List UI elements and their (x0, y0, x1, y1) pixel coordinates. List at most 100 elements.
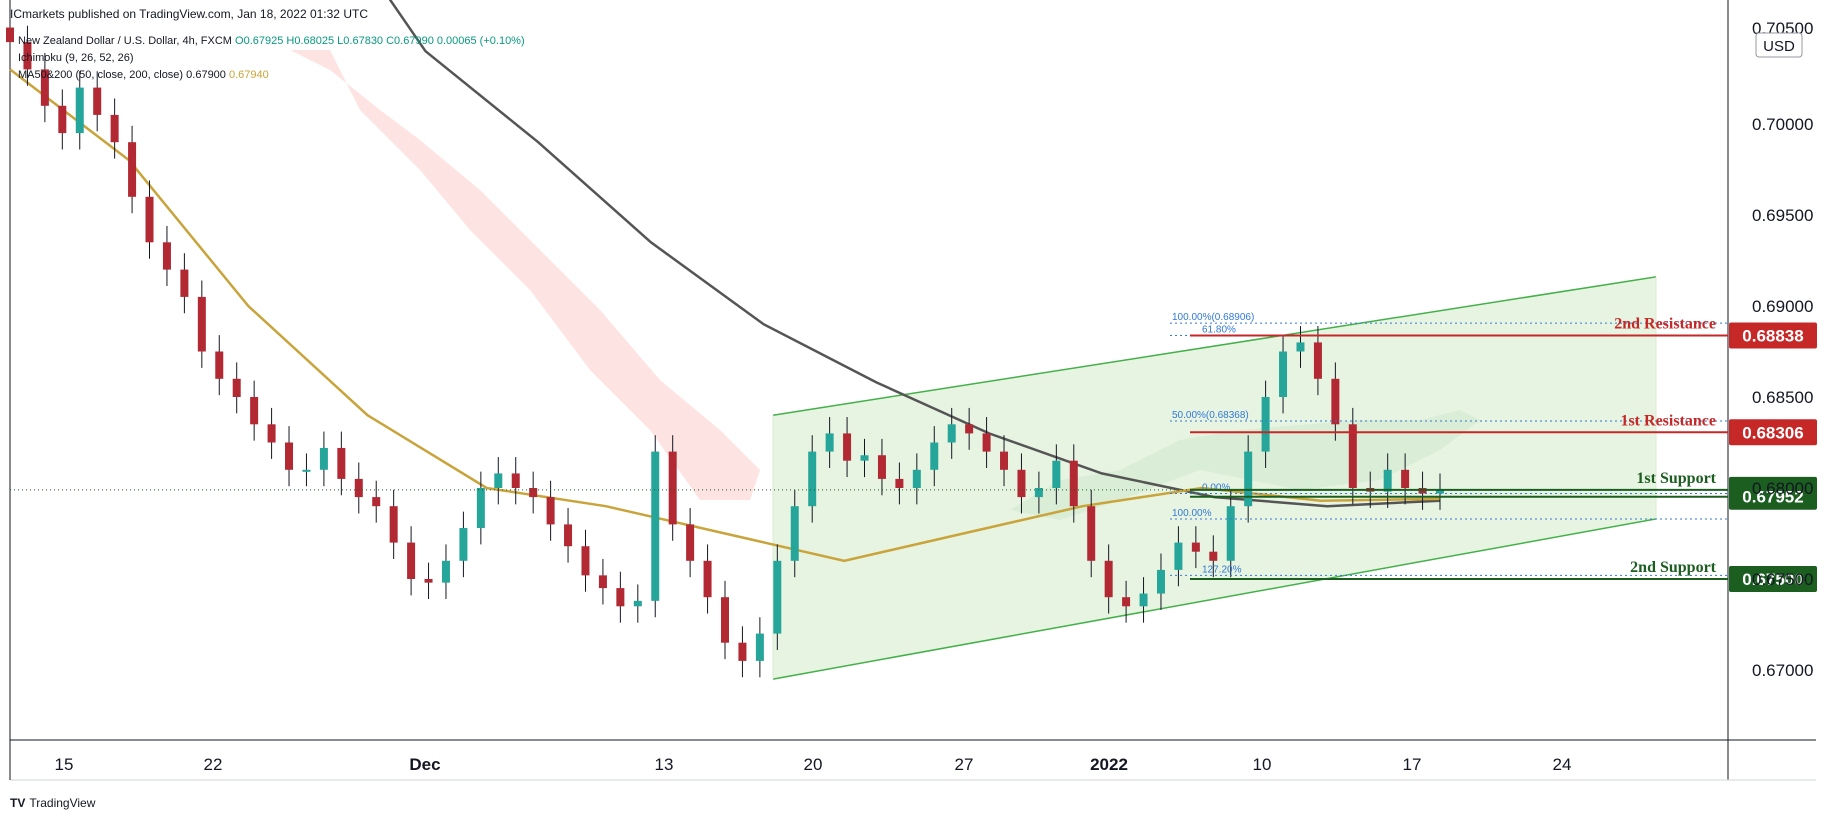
candle (1209, 535, 1218, 578)
candle-body (110, 114, 119, 143)
candle (267, 407, 276, 459)
candle-body (337, 447, 346, 479)
candle-body (546, 497, 555, 525)
candle-body (511, 473, 520, 488)
candle-body (1156, 569, 1165, 594)
candle (773, 544, 782, 650)
candle (285, 426, 294, 487)
candle-body (1069, 460, 1078, 507)
candle-body (372, 497, 381, 507)
candle-body (407, 542, 416, 579)
candle-body (1436, 489, 1444, 494)
candle (494, 457, 503, 505)
candle (529, 471, 538, 514)
legend-symbol: New Zealand Dollar / U.S. Dollar, 4h, FX… (18, 35, 525, 47)
candle-body (651, 451, 660, 601)
candle-body (75, 87, 84, 134)
candle-body (686, 524, 695, 561)
candle (1104, 544, 1113, 614)
candle-body (1401, 469, 1410, 488)
candle (197, 280, 206, 368)
ma200-line (388, 0, 1441, 508)
candle (1261, 380, 1270, 468)
candle (1017, 453, 1026, 514)
candle (877, 438, 886, 496)
level-name: 2nd Resistance (1614, 315, 1716, 332)
candle-body (180, 269, 189, 297)
candle-body (1313, 342, 1322, 379)
x-tick-label: 17 (1403, 755, 1422, 774)
candle (1000, 435, 1009, 487)
candle-body (285, 442, 294, 470)
legend-ichimoku: Ichimoku (9, 26, 52, 26) (18, 52, 134, 64)
level-price-label: 0.67500 (1742, 570, 1803, 589)
candle-body (476, 488, 485, 529)
fib-label: 0.00% (1202, 482, 1230, 493)
candle-body (1348, 424, 1357, 488)
x-tick-label: 27 (955, 755, 974, 774)
candle-body (319, 447, 328, 470)
candle (843, 417, 852, 478)
y-tick-label: 0.69500 (1752, 206, 1813, 225)
x-tick-label: Dec (409, 755, 440, 774)
x-tick-label: 24 (1553, 755, 1572, 774)
candle-body (982, 433, 991, 452)
candle-body (267, 424, 276, 443)
level-price-label: 0.67952 (1742, 488, 1803, 507)
candle (1052, 444, 1061, 505)
candle-body (1244, 451, 1253, 507)
candle-body (93, 87, 102, 115)
candle (441, 544, 450, 600)
candle (965, 407, 974, 450)
candle (511, 457, 520, 505)
candle (755, 617, 764, 678)
candle-body (389, 506, 398, 543)
footer: TV TradingView (10, 796, 95, 810)
candle-body (1122, 597, 1131, 607)
ma50-line (9, 68, 1441, 563)
ichimoku-cloud (290, 50, 760, 500)
x-tick-label: 15 (55, 755, 74, 774)
candle-body (947, 424, 956, 443)
candle-body (6, 27, 14, 43)
candle-body (895, 478, 904, 488)
candle-body (197, 296, 206, 352)
currency-label: USD (1763, 38, 1795, 55)
candle-body (1226, 506, 1235, 561)
candle-body (1034, 488, 1043, 498)
level-price-badge (1729, 322, 1817, 349)
candle (1436, 473, 1444, 510)
candle-body (790, 506, 799, 561)
candle-body (1104, 560, 1113, 598)
candle (1226, 489, 1235, 578)
candle-body (633, 600, 642, 607)
candle-body (529, 488, 538, 498)
candle-body (581, 546, 590, 576)
candle (895, 462, 904, 505)
level-price-badge (1729, 566, 1817, 592)
channel-fill (773, 276, 1656, 680)
candle-body (808, 451, 817, 507)
candle (982, 417, 991, 468)
candle-body (965, 424, 974, 434)
level-name: 2nd Support (1630, 559, 1716, 576)
candle-body (598, 575, 607, 589)
candle (372, 480, 381, 523)
level-price-label: 0.68838 (1742, 326, 1803, 345)
candle (75, 71, 84, 150)
candle-body (738, 642, 747, 661)
candle-body (459, 528, 468, 561)
candle (6, 11, 14, 59)
candle-body (843, 433, 852, 461)
legend: New Zealand Dollar / U.S. Dollar, 4h, FX… (18, 33, 525, 84)
legend-ohlc: O0.67925 H0.68025 L0.67830 C0.67990 0.00… (235, 35, 525, 47)
candle-body (912, 469, 921, 488)
candle (790, 489, 799, 578)
candle-body (1279, 351, 1288, 397)
candle (232, 362, 241, 414)
y-tick-label: 0.70000 (1752, 115, 1813, 134)
candle (459, 511, 468, 578)
candle (633, 584, 642, 623)
candle (825, 417, 834, 468)
candle (912, 453, 921, 505)
